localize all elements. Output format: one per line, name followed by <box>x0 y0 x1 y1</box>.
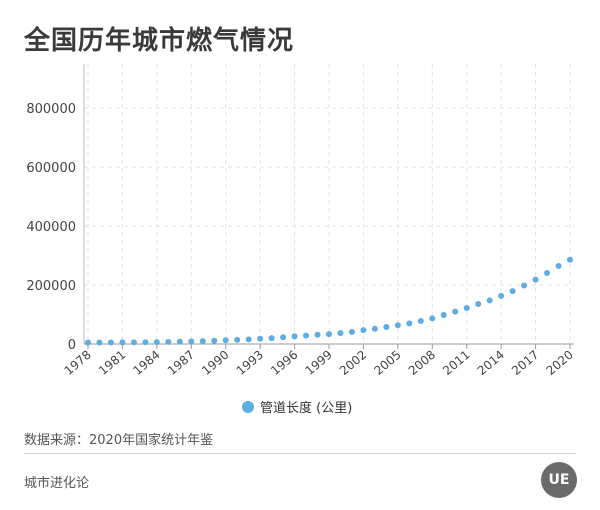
x-tick-label: 1984 <box>130 348 162 378</box>
data-point <box>555 263 562 270</box>
data-point <box>486 297 493 304</box>
x-tick-label: 2014 <box>475 348 507 378</box>
data-point <box>96 339 103 346</box>
x-tick-labels: 1978 1981 1984 1987 1990 1993 1996 1999 2002 2005… <box>62 348 576 378</box>
data-point <box>314 331 321 338</box>
data-point <box>119 339 126 346</box>
grid <box>84 64 574 344</box>
data-point <box>176 338 183 345</box>
data-point <box>440 311 447 318</box>
data-point <box>532 276 539 283</box>
data-point <box>222 337 229 344</box>
y-tick-label: 800000 <box>26 102 76 117</box>
data-point <box>371 325 378 332</box>
data-point <box>234 336 241 343</box>
data-point <box>394 322 401 329</box>
data-point <box>142 339 149 346</box>
data-point <box>406 320 413 327</box>
data-point <box>107 339 114 346</box>
data-point <box>211 337 218 344</box>
brand-logo: UE <box>541 462 577 498</box>
data-point <box>280 334 287 341</box>
y-tick-label: 200000 <box>26 279 76 294</box>
y-tick-label: 600000 <box>26 161 76 176</box>
chart-title: 全国历年城市燃气情况 <box>24 26 295 56</box>
footer-divider <box>24 453 576 454</box>
data-point <box>199 338 206 345</box>
data-point <box>463 305 470 312</box>
x-tick-label: 2002 <box>337 348 369 378</box>
data-point <box>165 338 172 345</box>
data-point <box>326 331 332 338</box>
legend-marker <box>242 401 254 413</box>
data-point <box>153 339 160 346</box>
x-tick-label: 2008 <box>406 348 438 378</box>
data-point <box>337 330 344 337</box>
data-point <box>188 338 195 345</box>
data-point <box>544 269 551 276</box>
data-point <box>383 323 390 330</box>
data-point <box>245 336 252 343</box>
data-point <box>509 288 516 295</box>
x-tick-label: 2005 <box>371 348 403 378</box>
data-point <box>567 256 573 263</box>
x-tick-label: 2011 <box>440 348 472 378</box>
data-point <box>429 315 436 322</box>
x-tick-label: 2020 <box>544 348 576 378</box>
data-point <box>257 335 264 342</box>
y-tick-label: 400000 <box>26 220 76 235</box>
y-tick-labels: 0 200000 400000 600000 800000 <box>26 102 76 353</box>
y-tick-label: 0 <box>68 338 76 353</box>
x-tick-label: 1990 <box>199 348 231 378</box>
data-point <box>130 339 137 346</box>
data-point <box>360 327 367 334</box>
footer-brand: 城市进化论 <box>24 476 90 491</box>
legend-label: 管道长度 (公里) <box>260 400 352 416</box>
x-tick-label: 1996 <box>268 348 300 378</box>
data-point <box>303 332 310 339</box>
data-points <box>85 256 573 346</box>
data-point <box>348 328 355 335</box>
data-point <box>452 308 459 315</box>
x-tick-label: 1987 <box>165 348 197 378</box>
x-tick-label: 1981 <box>96 348 128 378</box>
x-tick-label: 2017 <box>509 348 541 378</box>
data-point <box>85 339 91 346</box>
data-point <box>498 292 505 299</box>
data-point <box>521 282 528 289</box>
axes <box>83 64 574 349</box>
data-source-note: 数据来源：2020年国家统计年鉴 <box>24 433 214 448</box>
legend[interactable]: 管道长度 (公里) <box>242 400 352 416</box>
data-point <box>475 301 482 308</box>
x-tick-label: 1999 <box>303 348 335 378</box>
x-tick-label: 1978 <box>62 348 94 378</box>
data-point <box>417 317 424 324</box>
data-point <box>291 333 298 340</box>
x-tick-label: 1993 <box>234 348 266 378</box>
data-point <box>268 335 275 342</box>
